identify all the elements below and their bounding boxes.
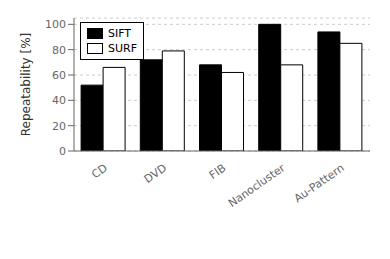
svg-text:80: 80: [52, 44, 66, 57]
svg-text:CD: CD: [89, 161, 110, 181]
svg-text:60: 60: [52, 69, 66, 82]
html-text:SIFT: SIFT: [108, 27, 132, 40]
svg-text:Au-Pattern: Au-Pattern: [292, 161, 347, 205]
svg-text:DVD: DVD: [142, 161, 169, 186]
svg-text:40: 40: [52, 94, 66, 107]
svg-text:20: 20: [52, 120, 66, 133]
svg-text:Repeatability [%]: Repeatability [%]: [19, 33, 33, 137]
svg-text:FIB: FIB: [207, 161, 228, 181]
svg-text:0: 0: [59, 145, 66, 158]
svg-text:100: 100: [45, 18, 66, 31]
html-text:SURF: SURF: [108, 42, 137, 55]
svg-text:Nanocluster: Nanocluster: [226, 161, 288, 210]
